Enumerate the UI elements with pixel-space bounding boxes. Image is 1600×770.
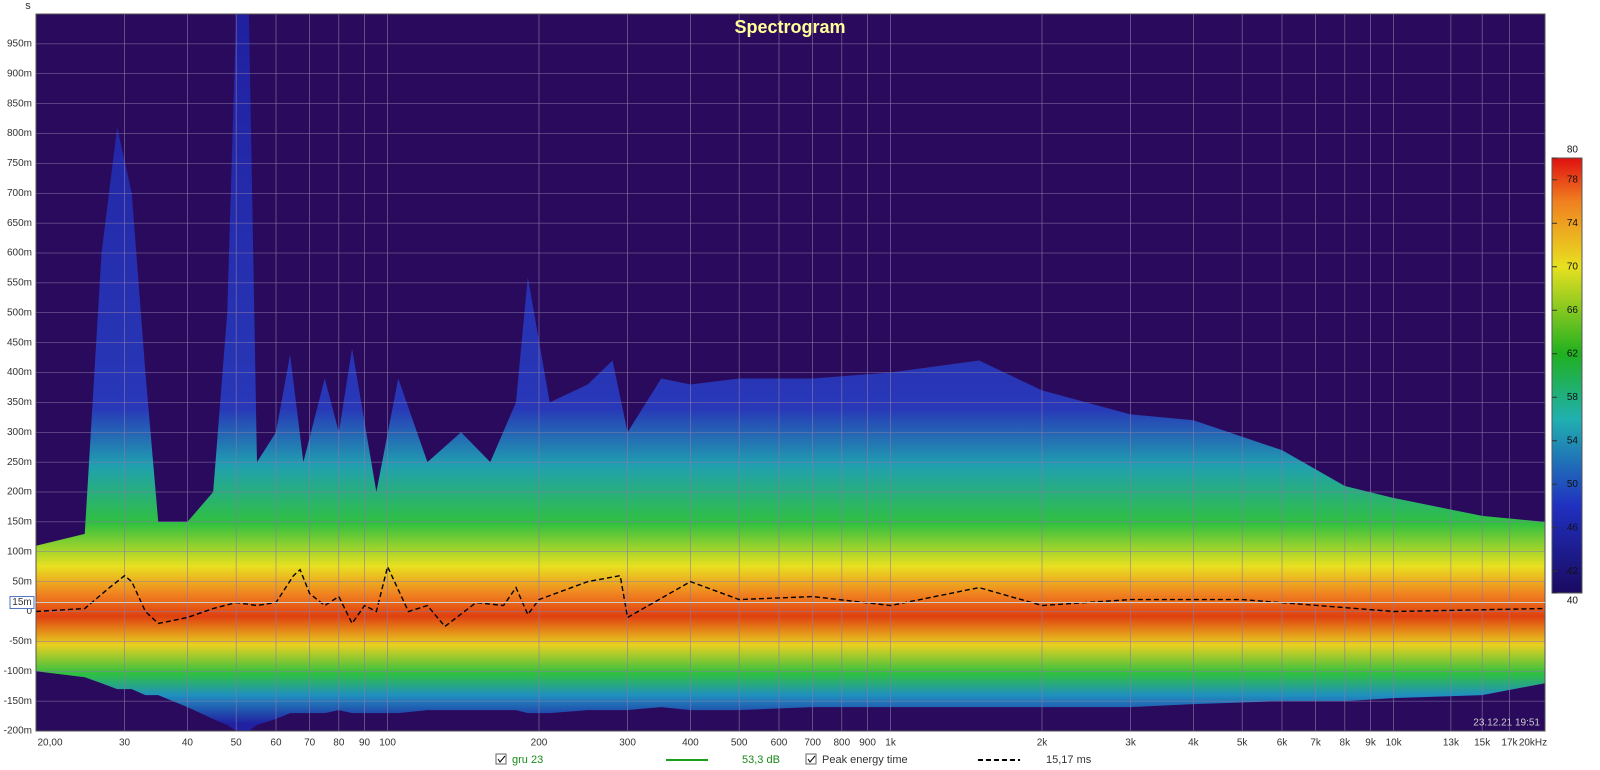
y-tick-label: -200m [4, 726, 32, 737]
y-tick-label: 850m [7, 98, 32, 109]
x-tick-label: 7k [1310, 738, 1322, 749]
plot-frame [35, 13, 1546, 732]
y-tick-label: -150m [4, 696, 32, 707]
y-tick-label: 100m [7, 546, 32, 557]
y-tick-label: 0 [26, 606, 32, 617]
colorbar-label: 62 [1567, 348, 1579, 359]
x-tick-label: 1k [885, 738, 897, 749]
y-tick-label: 600m [7, 248, 32, 259]
y-tick-label: -100m [4, 666, 32, 677]
peak-energy-line [35, 564, 1546, 628]
y-tick-label: 950m [7, 39, 32, 50]
x-tick-label: 90 [359, 738, 371, 749]
check-mark [807, 755, 816, 763]
cursor-label: 15m [12, 597, 31, 608]
y-tick-label: 300m [7, 427, 32, 438]
colorbar-label: 42 [1567, 566, 1579, 577]
y-tick-label: 750m [7, 158, 32, 169]
y-tick-label: 50m [13, 576, 32, 587]
y-tick-label: 400m [7, 367, 32, 378]
colorbar-label: 54 [1567, 435, 1579, 446]
checkbox[interactable] [495, 753, 507, 765]
x-tick-label: 8k [1340, 738, 1352, 749]
x-tick-label: 60 [270, 738, 282, 749]
x-tick-label: 600 [771, 738, 788, 749]
x-tick-label: 500 [731, 738, 748, 749]
y-tick-label: 700m [7, 188, 32, 199]
x-tick-label: 70 [304, 738, 316, 749]
y-tick-label: 800m [7, 128, 32, 139]
x-tick-label: 50 [231, 738, 243, 749]
x-tick-label: 6k [1277, 738, 1289, 749]
plot-area [35, 14, 1546, 732]
x-tick-label: 4k [1188, 738, 1200, 749]
x-tick-label: 20,00 [37, 738, 62, 749]
x-tick-label: 17k [1501, 738, 1518, 749]
y-tick-label: 250m [7, 457, 32, 468]
y-tick-label: 550m [7, 278, 32, 289]
colorbar-label: 80 [1567, 145, 1579, 156]
colorbar-label: 50 [1567, 479, 1579, 490]
colorbar-label: 46 [1567, 522, 1579, 533]
x-tick-label: 9k [1365, 738, 1377, 749]
legend-label: Peak energy time [822, 754, 908, 766]
x-tick-label: 10k [1386, 738, 1403, 749]
x-tick-label: 13k [1443, 738, 1460, 749]
legend: gru 23 53,3 dB Peak energy time 15,17 ms [495, 753, 1092, 766]
colorbar-label: 40 [1567, 596, 1579, 607]
x-tick-label: 3k [1125, 738, 1137, 749]
x-tick-label: 100 [379, 738, 396, 749]
y-tick-label: 350m [7, 397, 32, 408]
chart-title: Spectrogram [734, 17, 845, 37]
colorbar-label: 70 [1567, 261, 1579, 272]
y-tick-label: 500m [7, 307, 32, 318]
x-tick-label: 700 [804, 738, 821, 749]
x-tick-label: 40 [182, 738, 194, 749]
y-unit: s [25, 0, 31, 12]
x-tick-label: 2k [1037, 738, 1049, 749]
y-tick-label: 150m [7, 517, 32, 528]
y-tick-label: -50m [9, 636, 32, 647]
timestamp: 23.12.21 19:51 [1473, 718, 1540, 729]
x-tick-label: 200 [531, 738, 548, 749]
legend-label: gru 23 [512, 754, 543, 766]
check-mark [497, 755, 506, 763]
colorbar-label: 58 [1567, 392, 1579, 403]
colorbar-label: 66 [1567, 305, 1579, 316]
colorbar-label: 78 [1567, 174, 1579, 185]
x-tick-label: 80 [333, 738, 345, 749]
colorbar [1551, 157, 1583, 594]
legend-value: 15,17 ms [1046, 754, 1092, 766]
x-tick-label: 30 [119, 738, 131, 749]
x-tick-label: 15k [1474, 738, 1491, 749]
x-tick-label: 800 [833, 738, 850, 749]
x-tick-label: 900 [859, 738, 876, 749]
y-tick-label: 650m [7, 218, 32, 229]
x-tick-label: 20kHz [1519, 738, 1547, 749]
colorbar-label: 74 [1567, 218, 1579, 229]
checkbox[interactable] [805, 753, 817, 765]
y-tick-label: 900m [7, 68, 32, 79]
y-tick-label: 450m [7, 337, 32, 348]
cursor-box [9, 596, 35, 610]
y-tick-label: 200m [7, 487, 32, 498]
x-tick-label: 400 [682, 738, 699, 749]
legend-value: 53,3 dB [742, 754, 780, 766]
x-tick-label: 300 [619, 738, 636, 749]
x-tick-label: 5k [1237, 738, 1249, 749]
